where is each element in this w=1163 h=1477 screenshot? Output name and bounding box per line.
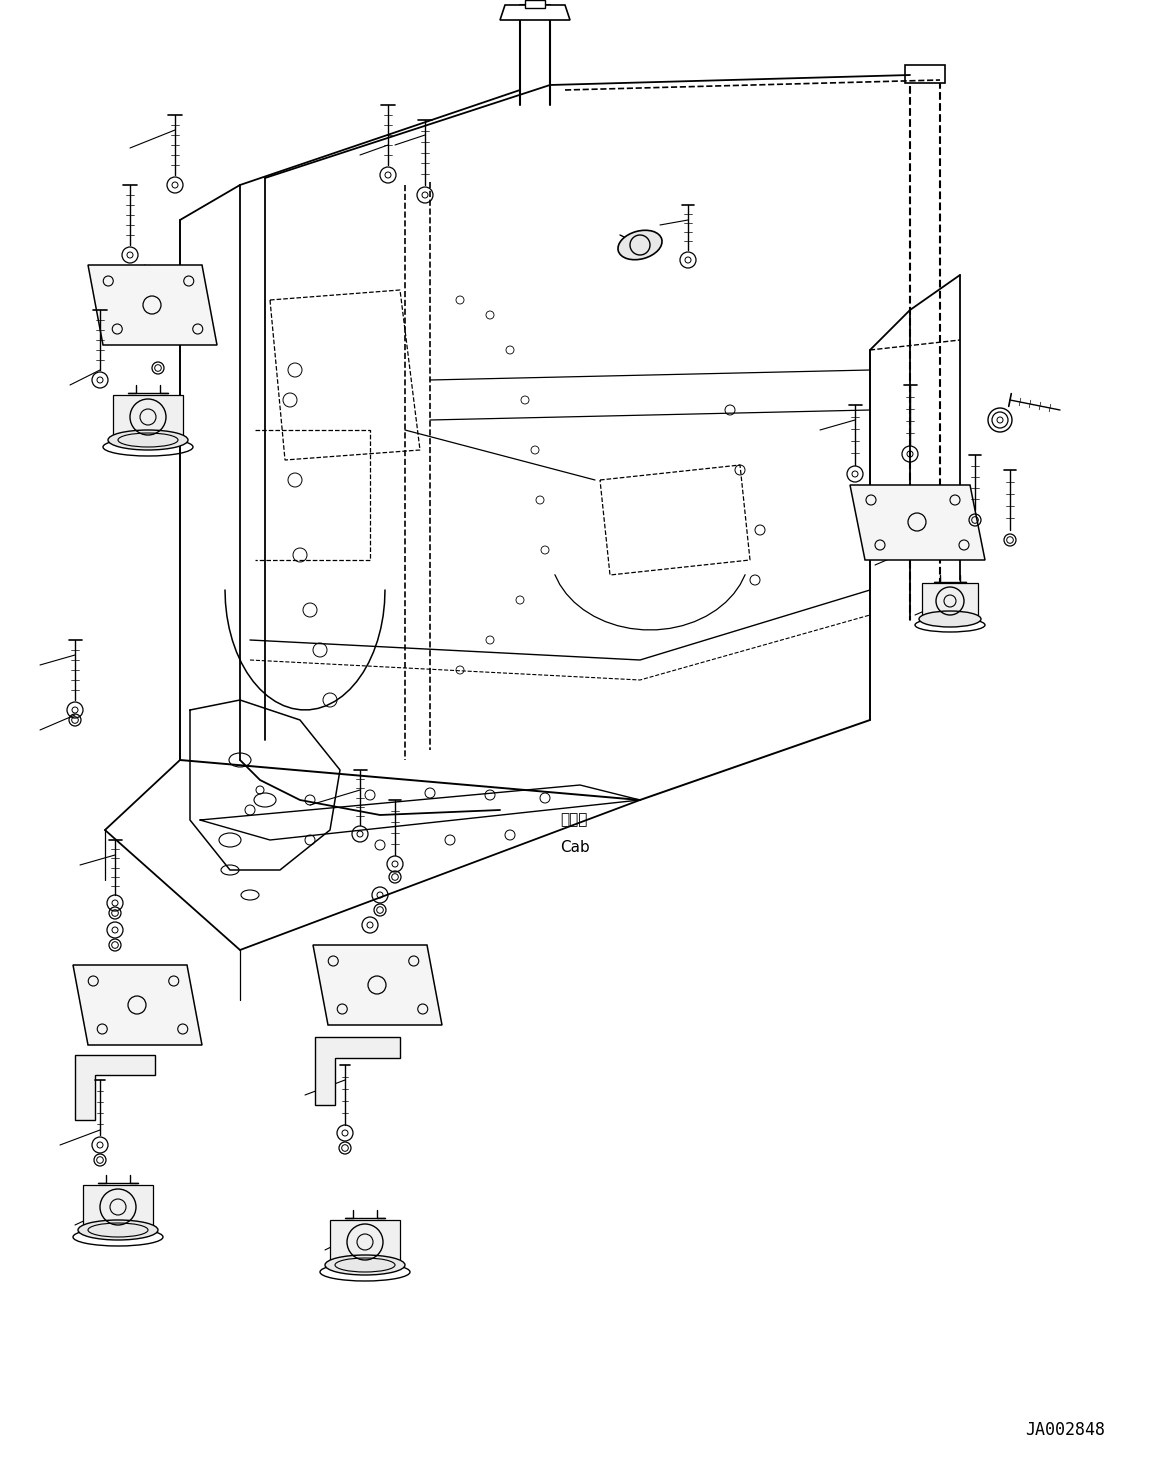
Polygon shape — [83, 1185, 154, 1230]
Polygon shape — [330, 1220, 400, 1264]
Polygon shape — [88, 264, 217, 346]
Text: キャブ: キャブ — [561, 812, 587, 827]
Bar — [905, 65, 946, 83]
Text: Cab: Cab — [561, 840, 590, 855]
Ellipse shape — [618, 230, 662, 260]
Polygon shape — [500, 4, 570, 21]
Ellipse shape — [78, 1220, 158, 1241]
Polygon shape — [315, 1037, 400, 1105]
Text: JA002848: JA002848 — [1025, 1421, 1105, 1439]
Polygon shape — [73, 964, 202, 1046]
Ellipse shape — [919, 611, 982, 628]
Polygon shape — [922, 583, 978, 619]
Polygon shape — [74, 1055, 155, 1120]
Polygon shape — [113, 394, 183, 440]
Polygon shape — [850, 484, 985, 560]
Polygon shape — [313, 945, 442, 1025]
Ellipse shape — [108, 430, 188, 450]
Ellipse shape — [324, 1255, 405, 1275]
Bar — [525, 0, 545, 7]
